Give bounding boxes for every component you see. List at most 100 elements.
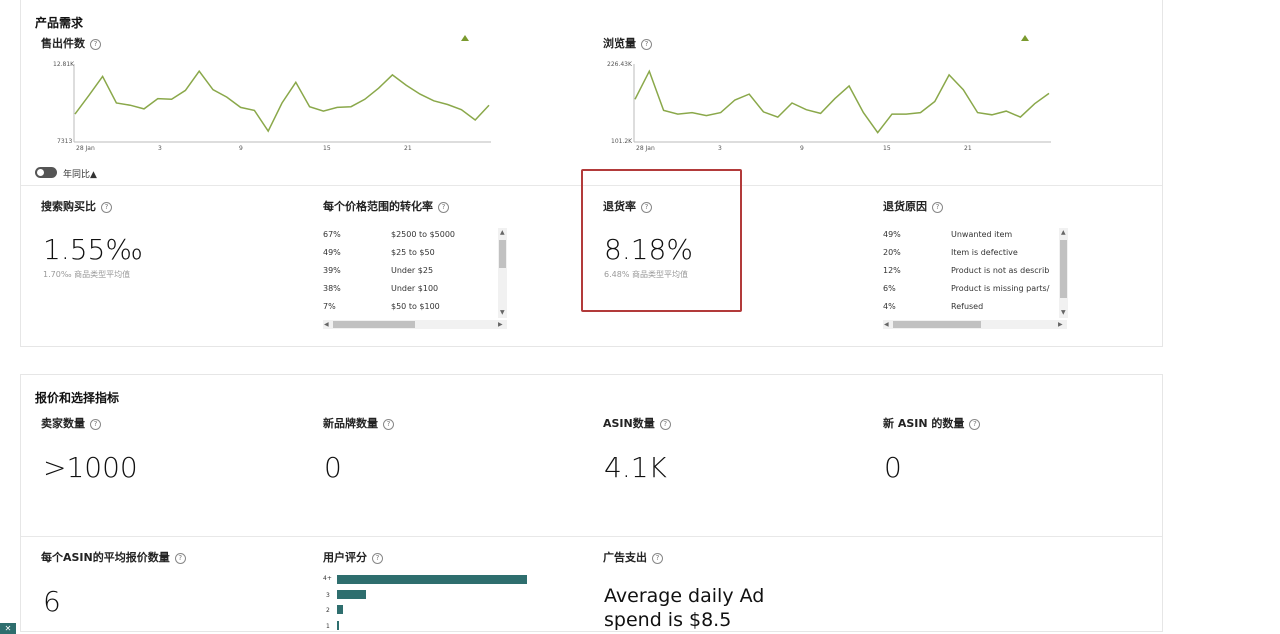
new-asin-count-value: 0: [884, 451, 902, 484]
search-purchase-ratio-title: 搜索购买比?: [41, 198, 112, 214]
scroll-thumb[interactable]: [499, 240, 506, 268]
asin-count-title: ASIN数量?: [603, 415, 671, 431]
rating-label: 3: [326, 592, 330, 599]
help-icon[interactable]: ?: [438, 201, 449, 213]
units-sold-xlabel: 3: [158, 145, 162, 152]
help-icon[interactable]: ?: [641, 201, 652, 213]
units-sold-xlabel: 21: [404, 145, 412, 152]
yoy-toggle[interactable]: [35, 167, 57, 178]
section-title-product-demand: 产品需求: [35, 16, 84, 30]
ad-spend-text-line2: spend is $8.5: [604, 609, 732, 631]
new-asin-count-label: 新 ASIN 的数量: [883, 417, 965, 430]
help-icon[interactable]: ?: [101, 201, 112, 213]
divider: [21, 185, 1162, 186]
page-views-ymax: 226.43K: [607, 61, 632, 68]
rating-label: 2: [326, 607, 330, 614]
vertical-scrollbar[interactable]: ▲ ▼: [498, 228, 507, 318]
ad-spend-text-line1: Average daily Ad: [604, 585, 765, 607]
help-icon[interactable]: ?: [90, 418, 101, 430]
yoy-toggle-label: 年同比▲: [63, 170, 97, 180]
sellers-label: 卖家数量: [41, 417, 85, 430]
page-views-xlabel: 15: [883, 145, 891, 152]
units-sold-xlabel: 15: [323, 145, 331, 152]
ratings-title: 用户评分?: [323, 549, 383, 565]
page-views-xlabel: 28 Jan: [636, 145, 655, 152]
new-brands-title: 新品牌数量?: [323, 415, 394, 431]
vertical-scrollbar[interactable]: ▲ ▼: [1059, 228, 1068, 318]
asin-count-label: ASIN数量: [603, 417, 655, 430]
units-sold-ymax: 12.81K: [53, 61, 75, 68]
avg-offers-label: 每个ASIN的平均报价数量: [41, 551, 170, 564]
asin-count-value: 4.1K: [604, 451, 667, 484]
trend-up-icon: [1021, 35, 1029, 41]
horizontal-scrollbar[interactable]: ◀ ▶: [323, 320, 507, 329]
return-reasons-label: 退货原因: [883, 200, 927, 213]
return-rate-highlight-box: [581, 169, 742, 312]
trend-up-icon: [461, 35, 469, 41]
section-title-offers: 报价和选择指标: [35, 391, 120, 405]
units-sold-line-chart: [73, 64, 491, 143]
return-reasons-table[interactable]: 49% Unwanted item 20% Item is defective 12…: [883, 230, 1050, 311]
units-sold-label: 售出件数: [41, 37, 85, 50]
ratings-bar-chart: 4+ 3 2 1: [323, 573, 553, 631]
help-icon[interactable]: ?: [932, 201, 943, 213]
search-purchase-ratio-sub: 1.70‰ 商品类型平均值: [43, 270, 131, 279]
scroll-right-icon[interactable]: ▶: [498, 321, 503, 328]
return-reasons-title: 退货原因?: [883, 198, 943, 214]
units-sold-title: 售出件数?: [41, 35, 101, 51]
corner-badge-icon[interactable]: ✕: [0, 623, 16, 634]
help-icon[interactable]: ?: [174, 552, 186, 564]
rating-bar: [337, 575, 527, 584]
rating-label: 4+: [323, 575, 332, 582]
page-views-xlabel: 9: [800, 145, 804, 152]
units-sold-xlabel: 28 Jan: [76, 145, 95, 152]
avg-offers-title: 每个ASIN的平均报价数量?: [41, 549, 186, 565]
help-icon[interactable]: ?: [641, 38, 652, 50]
return-rate-title: 退货率?: [603, 198, 652, 214]
help-icon[interactable]: ?: [969, 418, 981, 430]
return-rate-sub: 6.48% 商品类型平均值: [604, 270, 688, 279]
return-rate-value: 8.18%: [604, 233, 693, 266]
rating-bar: [337, 605, 343, 614]
offers-panel: 报价和选择指标 卖家数量? >1000 新品牌数量? 0 ASIN数量? 4.1…: [20, 374, 1163, 632]
new-brands-value: 0: [324, 451, 342, 484]
divider: [21, 536, 1162, 537]
scroll-down-icon[interactable]: ▼: [500, 309, 505, 316]
scroll-up-icon[interactable]: ▲: [500, 229, 505, 236]
scroll-down-icon[interactable]: ▼: [1061, 309, 1066, 316]
page-views-line-chart: [633, 64, 1051, 143]
rating-bar: [337, 590, 366, 599]
scroll-thumb[interactable]: [1060, 240, 1067, 298]
help-icon[interactable]: ?: [90, 38, 101, 50]
units-sold-ymin: 7313: [57, 138, 73, 145]
conversion-table[interactable]: 67% $2500 to $5000 49% $25 to $50 39% Under…: [323, 230, 456, 311]
help-icon[interactable]: ?: [372, 552, 383, 564]
conversion-by-price-title: 每个价格范围的转化率?: [323, 198, 449, 214]
page-views-xlabel: 21: [964, 145, 972, 152]
conversion-by-price-label: 每个价格范围的转化率: [323, 200, 433, 213]
page-views-ymin: 101.2K: [611, 138, 633, 145]
new-brands-label: 新品牌数量: [323, 417, 378, 430]
help-icon[interactable]: ?: [652, 552, 663, 564]
new-asin-count-title: 新 ASIN 的数量?: [883, 415, 981, 431]
ad-spend-label: 广告支出: [603, 551, 647, 564]
scroll-left-icon[interactable]: ◀: [884, 321, 889, 328]
horizontal-scrollbar[interactable]: ◀ ▶: [883, 320, 1067, 329]
ad-spend-title: 广告支出?: [603, 549, 663, 565]
rating-bar: [337, 621, 339, 630]
series-line: [74, 69, 490, 133]
return-rate-label: 退货率: [603, 200, 636, 213]
sellers-title: 卖家数量?: [41, 415, 101, 431]
page-views-xlabel: 3: [718, 145, 722, 152]
product-demand-panel: 产品需求 售出件数? 12.81K 7313 28 Jan 3 9 15 21 …: [20, 0, 1163, 347]
help-icon[interactable]: ?: [383, 418, 394, 430]
scroll-up-icon[interactable]: ▲: [1061, 229, 1066, 236]
search-purchase-ratio-value: 1.55‰: [43, 233, 143, 266]
scroll-right-icon[interactable]: ▶: [1058, 321, 1063, 328]
avg-offers-value: 6: [43, 585, 61, 618]
scroll-thumb[interactable]: [333, 321, 415, 328]
scroll-thumb[interactable]: [893, 321, 981, 328]
scroll-left-icon[interactable]: ◀: [324, 321, 329, 328]
help-icon[interactable]: ?: [659, 418, 671, 430]
rating-label: 1: [326, 623, 330, 630]
